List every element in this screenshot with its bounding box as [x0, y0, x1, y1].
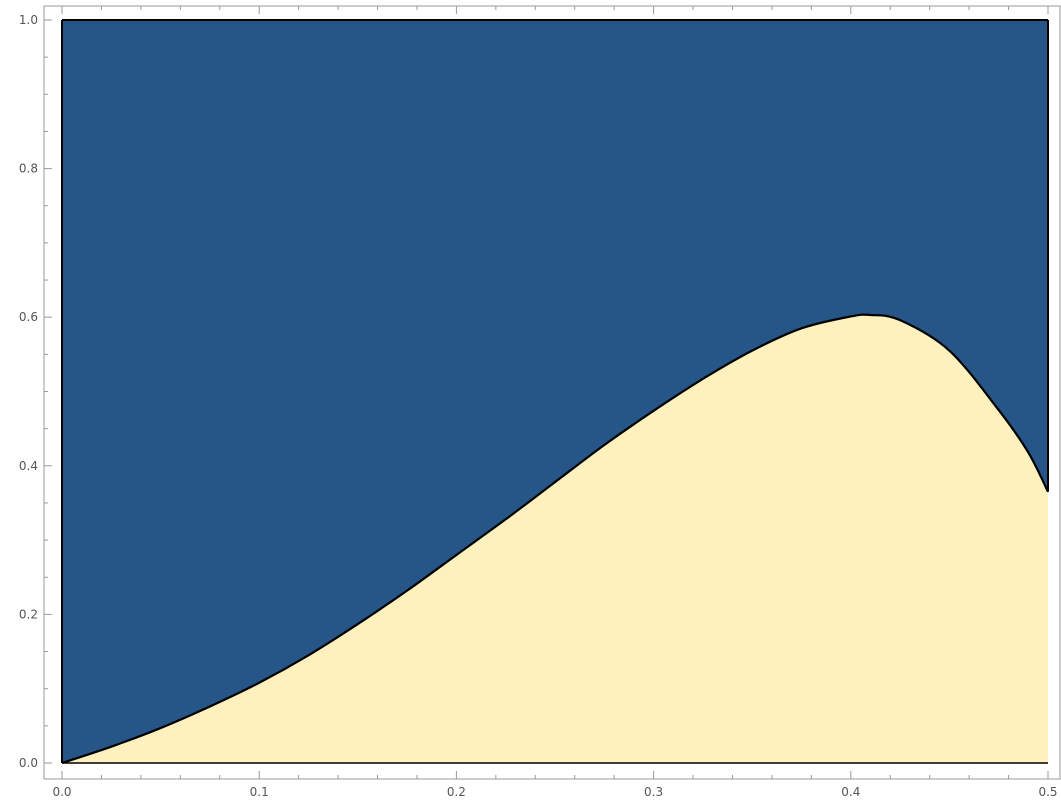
y-tick-label: 0.4	[19, 459, 38, 473]
upper-region	[62, 20, 1048, 763]
x-tick-label: 0.2	[447, 785, 466, 799]
x-tick-label: 0.0	[52, 785, 71, 799]
lower-region	[62, 314, 1048, 763]
y-tick-label: 1.0	[19, 13, 38, 27]
y-tick-label: 0.0	[19, 756, 38, 770]
plot-frame	[43, 5, 1061, 780]
x-tick-label: 0.5	[1038, 785, 1057, 799]
x-tick-label: 0.3	[644, 785, 663, 799]
y-tick-label: 0.6	[19, 310, 38, 324]
x-tick-label: 0.1	[250, 785, 269, 799]
x-tick-label: 0.4	[841, 785, 860, 799]
y-tick-label: 0.8	[19, 162, 38, 176]
boundary-curve	[61, 313, 1049, 765]
y-tick-label: 0.2	[19, 607, 38, 621]
